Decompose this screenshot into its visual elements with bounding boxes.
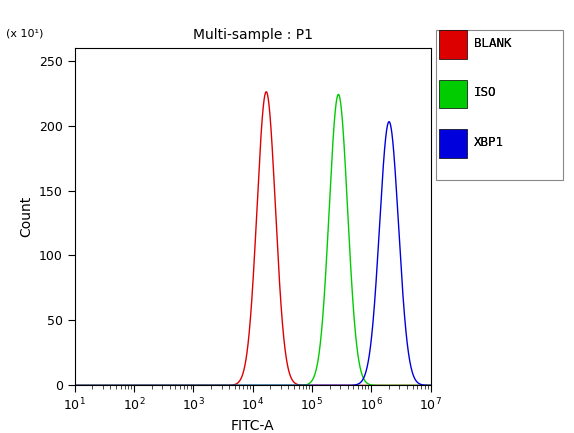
XBP1 xyxy=(208,383,215,388)
ISO xyxy=(427,383,434,388)
ISO xyxy=(112,383,119,388)
XBP1 xyxy=(133,383,140,388)
ISO xyxy=(420,383,427,388)
XBP1 xyxy=(427,383,434,388)
FancyBboxPatch shape xyxy=(439,129,467,158)
BLANK xyxy=(133,383,140,388)
FancyBboxPatch shape xyxy=(439,80,467,108)
XBP1 xyxy=(112,383,119,388)
Line: XBP1: XBP1 xyxy=(75,122,430,385)
Text: ISO: ISO xyxy=(474,86,497,99)
Text: XBP1: XBP1 xyxy=(474,136,504,149)
FancyBboxPatch shape xyxy=(436,30,563,180)
Title: Multi-sample : P1: Multi-sample : P1 xyxy=(192,28,313,42)
XBP1 xyxy=(386,119,393,124)
FancyBboxPatch shape xyxy=(439,80,467,108)
BLANK xyxy=(420,383,427,388)
BLANK xyxy=(71,383,78,388)
FancyBboxPatch shape xyxy=(439,30,467,59)
BLANK xyxy=(112,383,119,388)
ISO xyxy=(71,383,78,388)
XBP1 xyxy=(382,140,389,145)
ISO xyxy=(335,92,342,97)
Y-axis label: Count: Count xyxy=(20,196,33,237)
Text: BLANK: BLANK xyxy=(474,37,511,50)
Line: BLANK: BLANK xyxy=(75,92,430,385)
BLANK xyxy=(223,383,230,388)
FancyBboxPatch shape xyxy=(439,129,467,158)
XBP1 xyxy=(71,383,78,388)
BLANK xyxy=(263,89,270,94)
Text: ISO: ISO xyxy=(474,86,497,99)
BLANK xyxy=(208,383,215,388)
Line: ISO: ISO xyxy=(75,94,430,385)
BLANK xyxy=(427,383,434,388)
ISO xyxy=(133,383,140,388)
X-axis label: FITC-A: FITC-A xyxy=(231,419,274,433)
BLANK xyxy=(382,383,389,388)
ISO xyxy=(208,383,215,388)
XBP1 xyxy=(420,382,427,388)
Text: BLANK: BLANK xyxy=(474,37,511,50)
Text: (x 10¹): (x 10¹) xyxy=(6,29,43,39)
ISO xyxy=(382,383,389,388)
Text: XBP1: XBP1 xyxy=(474,136,504,149)
ISO xyxy=(223,383,230,388)
XBP1 xyxy=(223,383,230,388)
FancyBboxPatch shape xyxy=(439,30,467,59)
